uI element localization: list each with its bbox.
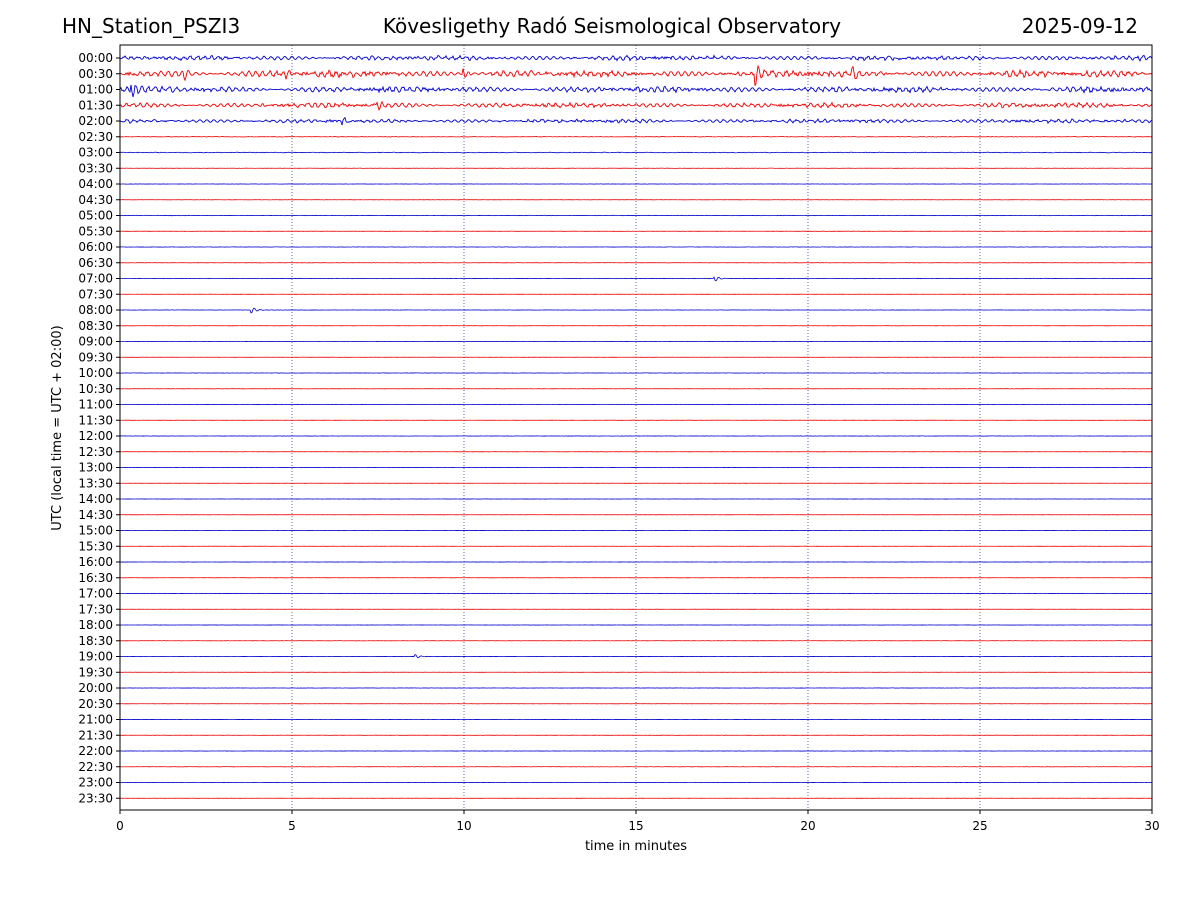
row-time-label: 02:30 [78,130,113,144]
row-time-label: 01:30 [78,98,113,112]
row-time-label: 12:00 [78,429,113,443]
row-time-label: 20:00 [78,681,113,695]
row-time-label: 09:30 [78,350,113,364]
trace-line [119,100,1153,112]
trace-line [119,653,1153,659]
row-time-label: 02:00 [78,114,113,128]
grid-lines [291,45,981,810]
row-time-label: 18:00 [78,618,113,632]
row-time-label: 14:00 [78,492,113,506]
x-axis-label: time in minutes [585,839,687,854]
trace-line [119,84,1153,98]
row-time-label: 00:00 [78,51,113,65]
row-time-label: 03:30 [78,161,113,175]
x-tick-label: 30 [1144,819,1159,833]
x-tick-label: 10 [456,819,471,833]
trace-line [119,151,1153,154]
trace-line [119,136,1153,138]
row-time-label: 11:00 [78,398,113,412]
row-time-label: 04:30 [78,193,113,207]
row-time-label: 19:00 [78,650,113,664]
x-tick-label: 5 [288,819,296,833]
row-time-label: 07:00 [78,272,113,286]
x-axis-ticks: 0 5 10 15 20 25 30 [116,810,1160,833]
x-tick-label: 0 [116,819,124,833]
row-time-label: 13:00 [78,461,113,475]
row-time-label: 21:00 [78,713,113,727]
row-time-label: 06:30 [78,256,113,270]
trace-line [119,116,1153,126]
row-time-label: 16:30 [78,571,113,585]
row-time-label: 22:30 [78,760,113,774]
row-time-label: 21:30 [78,728,113,742]
x-tick-label: 15 [628,819,643,833]
station-name: HN_Station_PSZI3 [62,14,241,38]
row-time-label: 07:30 [78,287,113,301]
row-time-label: 10:00 [78,366,113,380]
row-time-label: 00:30 [78,67,113,81]
row-time-label: 10:30 [78,382,113,396]
row-time-label: 09:00 [78,335,113,349]
y-axis-label: UTC (local time = UTC + 02:00) [50,325,65,530]
row-time-label: 16:00 [78,555,113,569]
chart-title: Kövesligethy Radó Seismological Observat… [382,14,842,38]
row-time-label: 03:00 [78,146,113,160]
row-time-label: 23:30 [78,791,113,805]
seismic-traces [119,54,1153,799]
trace-line [119,276,1153,282]
row-time-label: 18:30 [78,634,113,648]
row-time-label: 11:30 [78,413,113,427]
row-time-label: 15:30 [78,539,113,553]
row-time-label: 04:00 [78,177,113,191]
trace-line [119,307,1153,314]
x-tick-label: 25 [972,819,987,833]
row-time-label: 01:00 [78,83,113,97]
row-time-label: 15:00 [78,524,113,538]
row-time-label: 13:30 [78,476,113,490]
trace-line [119,64,1153,86]
row-time-label: 05:00 [78,209,113,223]
x-tick-label: 20 [800,819,815,833]
row-time-label: 17:00 [78,587,113,601]
row-time-label: 08:30 [78,319,113,333]
chart-date: 2025-09-12 [1021,14,1138,38]
row-time-label: 05:30 [78,224,113,238]
row-time-label: 17:30 [78,602,113,616]
row-time-label: 22:00 [78,744,113,758]
trace-line [119,54,1153,62]
row-time-label: 19:30 [78,665,113,679]
row-time-label: 12:30 [78,445,113,459]
row-time-label: 06:00 [78,240,113,254]
row-time-label: 23:00 [78,776,113,790]
row-time-label: 08:00 [78,303,113,317]
row-time-label: 20:30 [78,697,113,711]
row-time-label: 14:30 [78,508,113,522]
